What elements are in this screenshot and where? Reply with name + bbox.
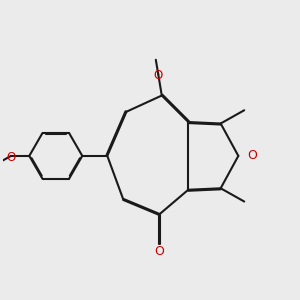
Text: O: O: [6, 151, 16, 164]
Text: O: O: [247, 149, 257, 162]
Text: O: O: [154, 69, 163, 82]
Text: O: O: [154, 244, 164, 257]
